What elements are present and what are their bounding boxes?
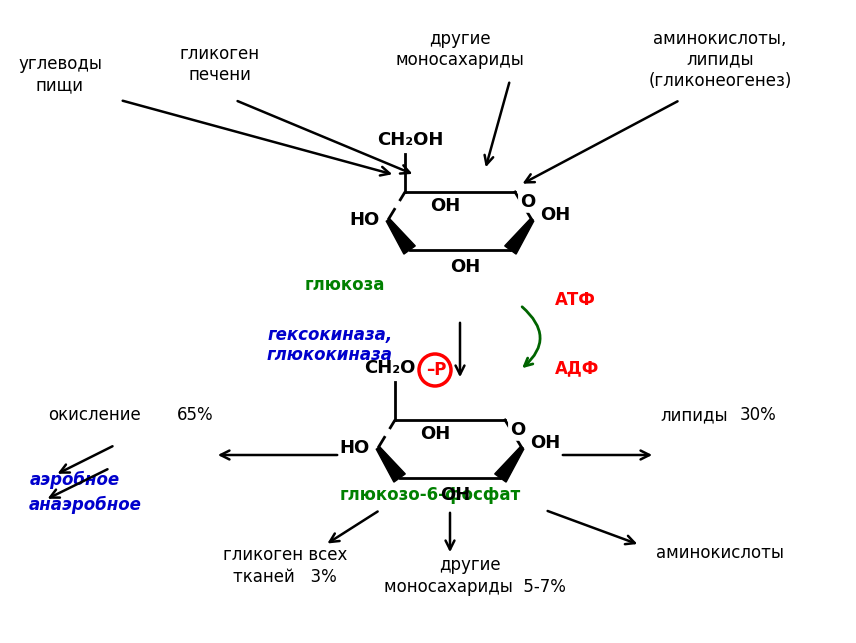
Polygon shape [386, 219, 415, 254]
Polygon shape [495, 447, 524, 482]
Text: HO: HO [340, 439, 370, 457]
Text: аминокислоты: аминокислоты [656, 544, 784, 562]
Text: АТФ: АТФ [555, 291, 596, 309]
Text: OH: OH [440, 486, 470, 504]
Text: аэробное: аэробное [30, 471, 120, 489]
Text: 30%: 30% [740, 406, 776, 424]
Text: глюкозо-6-фосфат: глюкозо-6-фосфат [339, 486, 520, 504]
Text: HO: HO [350, 211, 380, 229]
Text: O: O [520, 193, 535, 211]
Text: O: O [510, 421, 525, 439]
Text: моносахариды  5-7%: моносахариды 5-7% [384, 578, 566, 596]
Text: другие
моносахариды: другие моносахариды [395, 30, 525, 69]
Text: 65%: 65% [176, 406, 213, 424]
FancyArrowPatch shape [522, 307, 540, 366]
Text: другие: другие [439, 556, 501, 574]
Text: глюкоза: глюкоза [305, 276, 385, 294]
Text: CH₂O: CH₂O [365, 359, 416, 377]
Text: OH: OH [420, 425, 450, 443]
Text: аминокислоты,
липиды
(гликонеогенез): аминокислоты, липиды (гликонеогенез) [648, 30, 792, 89]
Text: тканей   3%: тканей 3% [233, 568, 337, 586]
Text: OH: OH [540, 206, 570, 224]
Text: гликоген всех: гликоген всех [223, 546, 348, 564]
Text: углеводы
пищи: углеводы пищи [18, 55, 102, 94]
Circle shape [419, 354, 451, 386]
Text: CH₂OH: CH₂OH [377, 131, 443, 149]
Text: OH: OH [450, 258, 480, 276]
Text: липиды: липиды [660, 406, 728, 424]
Text: гексокиназа,
глюкокиназа: гексокиназа, глюкокиназа [267, 325, 393, 365]
Text: анаэробное: анаэробное [28, 496, 141, 514]
Text: АДФ: АДФ [555, 359, 599, 377]
Text: –P: –P [425, 361, 446, 379]
Polygon shape [505, 219, 533, 254]
Text: OH: OH [430, 197, 461, 215]
Polygon shape [377, 447, 405, 482]
Text: OH: OH [530, 434, 560, 452]
Text: окисление: окисление [49, 406, 141, 424]
Text: гликоген
печени: гликоген печени [180, 45, 260, 84]
